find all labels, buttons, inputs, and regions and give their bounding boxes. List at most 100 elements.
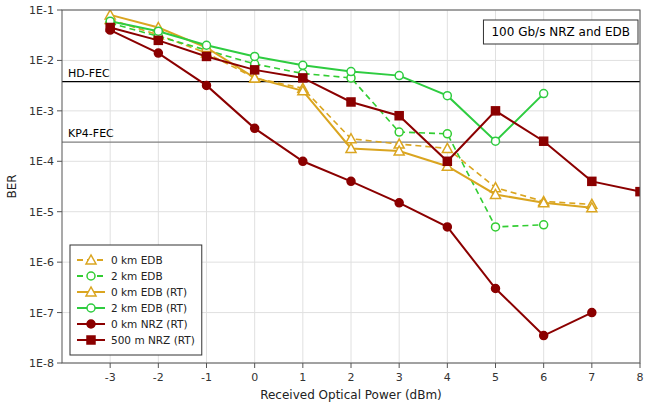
legend-marker	[86, 255, 96, 264]
tick	[351, 363, 352, 368]
marker	[154, 36, 162, 44]
marker	[154, 49, 162, 57]
grid-line	[206, 10, 207, 363]
marker	[540, 137, 548, 145]
marker	[443, 157, 451, 165]
tick	[57, 262, 62, 263]
legend-marker	[86, 287, 96, 296]
marker	[347, 68, 355, 76]
tick-label: 1E-3	[29, 105, 54, 118]
tick-label: 1E-8	[29, 357, 54, 370]
marker	[299, 157, 307, 165]
tick	[447, 363, 448, 368]
marker	[587, 203, 597, 212]
tick	[206, 363, 207, 368]
title: 100 Gb/s NRZ and EDB	[491, 25, 630, 39]
title-frame	[483, 20, 638, 44]
tick-label: 4	[444, 371, 451, 384]
tick	[110, 363, 111, 368]
tick-label: 5	[492, 371, 499, 384]
plot-area	[62, 10, 640, 340]
marker	[492, 285, 500, 293]
marker	[588, 309, 596, 317]
marker	[346, 134, 356, 143]
series-line	[110, 27, 640, 191]
tick-label: -2	[153, 371, 164, 384]
marker	[347, 98, 355, 106]
tick-label: -3	[105, 371, 116, 384]
axis-label: BER	[5, 174, 19, 198]
tick-label: 1	[299, 371, 306, 384]
tick-label: 1E-1	[29, 4, 54, 17]
marker	[491, 189, 501, 198]
marker	[540, 221, 548, 229]
marker	[636, 188, 640, 196]
tick	[57, 60, 62, 61]
tick-label: 1E-5	[29, 206, 54, 219]
marker	[251, 124, 259, 132]
marker	[443, 92, 451, 100]
marker	[203, 52, 211, 60]
tick-label: 1E-2	[29, 54, 54, 67]
grid-line	[447, 10, 448, 363]
marker	[251, 52, 259, 60]
tick	[57, 211, 62, 212]
tick-label: 7	[588, 371, 595, 384]
tick	[254, 363, 255, 368]
tick	[57, 10, 62, 11]
grid-line	[62, 211, 640, 212]
tick-label: 6	[540, 371, 547, 384]
marker	[395, 128, 403, 136]
chart: -3-2-10123456781E-81E-71E-61E-51E-41E-31…	[0, 0, 650, 409]
legend-marker	[87, 336, 95, 344]
legend-label: 500 m NRZ (RT)	[111, 334, 195, 346]
marker	[299, 61, 307, 69]
tick	[158, 363, 159, 368]
tick	[543, 363, 544, 368]
marker	[203, 41, 211, 49]
marker	[442, 143, 452, 152]
marker	[106, 23, 114, 31]
marker	[394, 146, 404, 155]
legend-marker	[87, 320, 95, 328]
tick	[57, 161, 62, 162]
plot-background	[62, 10, 640, 363]
tick	[640, 363, 641, 368]
marker	[492, 137, 500, 145]
tick	[591, 363, 592, 368]
marker	[540, 332, 548, 340]
legend: 0 km EDB2 km EDB0 km EDB (RT)2 km EDB (R…	[70, 245, 202, 355]
legend-label: 0 km EDB (RT)	[111, 286, 187, 298]
marker	[492, 107, 500, 115]
title-box: 100 Gb/s NRZ and EDB	[483, 20, 638, 44]
tick-label: 2	[348, 371, 355, 384]
tick-label: 8	[637, 371, 644, 384]
annotation: KP4-FEC	[68, 127, 114, 140]
legend-marker	[87, 304, 95, 312]
grid	[62, 10, 640, 363]
legend-label: 0 km NRZ (RT)	[111, 318, 187, 330]
tick-label: 1E-4	[29, 155, 54, 168]
marker	[492, 223, 500, 231]
tick	[57, 312, 62, 313]
marker	[347, 177, 355, 185]
series-line	[110, 30, 592, 335]
marker	[588, 177, 596, 185]
grid-line	[62, 60, 640, 61]
grid-line	[62, 110, 640, 111]
grid-line	[399, 10, 400, 363]
marker	[443, 130, 451, 138]
tick-label: 0	[251, 371, 258, 384]
tick	[57, 110, 62, 111]
grid-line	[62, 161, 640, 162]
tick-label: 3	[396, 371, 403, 384]
marker	[443, 223, 451, 231]
marker	[395, 112, 403, 120]
grid-line	[351, 10, 352, 363]
tick-label: -1	[201, 371, 212, 384]
axes: -3-2-10123456781E-81E-71E-61E-51E-41E-31…	[29, 4, 643, 384]
marker	[346, 143, 356, 152]
axis-label: Received Optical Power (dBm)	[260, 388, 442, 402]
series-line	[110, 19, 592, 204]
marker	[251, 66, 259, 74]
